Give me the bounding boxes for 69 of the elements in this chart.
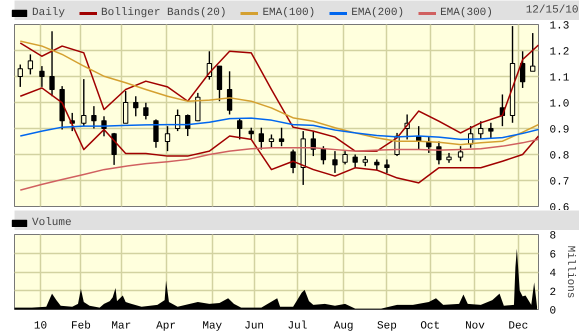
y-tick-label: 4 xyxy=(550,268,556,280)
candlestick xyxy=(164,125,170,152)
candlestick xyxy=(478,120,484,140)
y-tick-label: 1.1 xyxy=(550,72,570,84)
candlestick xyxy=(320,145,326,166)
candlestick xyxy=(28,54,34,76)
candlestick xyxy=(195,92,200,122)
x-tick-label: Sep xyxy=(377,320,397,332)
y-tick-label: 8 xyxy=(550,230,556,242)
legend-label: Volume xyxy=(32,217,72,229)
x-tick-label: Feb xyxy=(71,320,91,332)
candlestick xyxy=(520,50,526,89)
candlestick xyxy=(268,134,274,148)
candlestick xyxy=(49,30,55,97)
y-tick-label: 0 xyxy=(550,306,556,318)
candlestick xyxy=(133,96,138,117)
text: 12/15/10 xyxy=(526,4,579,16)
x-tick-label: May xyxy=(202,320,223,332)
candlestick xyxy=(290,148,296,174)
candlestick xyxy=(342,150,348,166)
candlestick xyxy=(226,70,232,116)
candlestick xyxy=(352,154,358,168)
y-tick-label: 0.8 xyxy=(550,150,570,162)
legend-label: Bollinger Bands(20) xyxy=(101,7,226,19)
candlestick xyxy=(436,140,442,166)
legend-label: EMA(200) xyxy=(351,7,404,19)
x-tick-label: Nov xyxy=(465,320,486,332)
candlestick xyxy=(174,108,180,132)
candlestick xyxy=(332,150,338,174)
y-tick-label: 1.0 xyxy=(550,98,570,110)
candlestick xyxy=(458,145,464,162)
line-series xyxy=(20,87,538,184)
x-tick-label: Jul xyxy=(288,320,308,332)
x-tick-label: 10 xyxy=(34,320,48,332)
x-tick-label: Apr xyxy=(156,320,176,332)
x-tick-label: Jun xyxy=(244,320,264,332)
candlestick xyxy=(122,90,128,124)
candlestick xyxy=(185,114,190,137)
candlestick xyxy=(530,32,536,72)
candlestick xyxy=(362,155,368,167)
candlestick xyxy=(237,117,242,140)
y-tick-label: 1.2 xyxy=(550,46,570,58)
candlestick xyxy=(374,158,380,170)
candlestick xyxy=(488,122,494,139)
y-tick-label: 1.3 xyxy=(550,20,570,32)
candlestick xyxy=(446,152,452,164)
candlestick xyxy=(39,65,45,88)
x-tick-label: Dec xyxy=(508,320,528,332)
x-tick-label: Aug xyxy=(334,320,354,332)
legend-label: EMA(300) xyxy=(440,7,493,19)
candlestick xyxy=(278,127,284,147)
candlestick xyxy=(91,105,97,130)
candlestick xyxy=(248,127,254,140)
candlestick xyxy=(143,102,149,120)
y-axis-title: Millions xyxy=(564,246,576,298)
candlestick xyxy=(18,64,23,88)
candlestick xyxy=(384,158,390,174)
candlestick xyxy=(81,78,86,127)
candlestick xyxy=(216,65,222,102)
y-tick-label: 2 xyxy=(550,286,556,299)
y-tick-label: 0.9 xyxy=(550,124,570,136)
legend-label: Daily xyxy=(32,7,66,19)
legend-label: EMA(100) xyxy=(262,7,316,19)
candlestick xyxy=(310,130,316,157)
candlestick xyxy=(258,127,264,150)
x-tick-label: Oct xyxy=(420,320,440,332)
y-tick-label: 0.7 xyxy=(550,176,570,188)
y-tick-label: 6 xyxy=(550,249,556,262)
x-tick-label: Mar xyxy=(111,320,132,332)
